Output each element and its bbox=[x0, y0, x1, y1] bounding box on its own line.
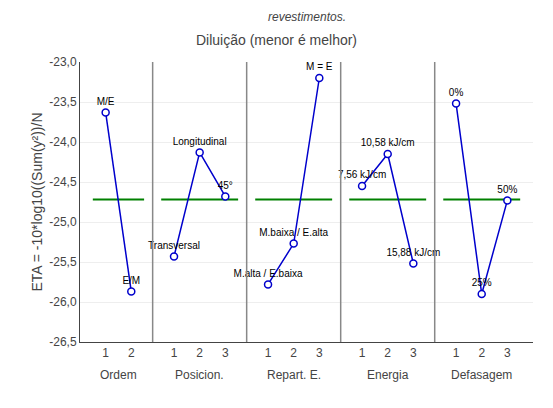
svg-text:M.alta / E.baixa: M.alta / E.baixa bbox=[234, 268, 303, 279]
svg-text:M.baixa / E.alta: M.baixa / E.alta bbox=[259, 227, 328, 238]
svg-text:-24,5: -24,5 bbox=[49, 175, 77, 189]
svg-text:2: 2 bbox=[196, 346, 203, 360]
svg-text:Posicion.: Posicion. bbox=[175, 368, 224, 382]
svg-text:1: 1 bbox=[265, 346, 272, 360]
svg-text:-26,5: -26,5 bbox=[49, 335, 77, 349]
svg-text:ETA = -10*log10((Sum(y²))/N: ETA = -10*log10((Sum(y²))/N bbox=[29, 112, 45, 291]
svg-text:M/E: M/E bbox=[97, 96, 115, 107]
svg-text:Ordem: Ordem bbox=[100, 368, 137, 382]
svg-text:2: 2 bbox=[128, 346, 135, 360]
svg-text:3: 3 bbox=[222, 346, 229, 360]
svg-text:45°: 45° bbox=[218, 180, 233, 191]
svg-text:Transversal: Transversal bbox=[148, 240, 200, 251]
svg-text:1: 1 bbox=[102, 346, 109, 360]
svg-text:0%: 0% bbox=[449, 87, 464, 98]
svg-text:Diluição (menor é melhor): Diluição (menor é melhor) bbox=[196, 32, 357, 48]
svg-text:1: 1 bbox=[359, 346, 366, 360]
svg-text:15,88 kJ/cm: 15,88 kJ/cm bbox=[386, 247, 440, 258]
svg-text:-25,5: -25,5 bbox=[49, 255, 77, 269]
svg-text:3: 3 bbox=[410, 346, 417, 360]
svg-text:1: 1 bbox=[171, 346, 178, 360]
svg-text:-26,0: -26,0 bbox=[49, 295, 77, 309]
svg-text:2: 2 bbox=[478, 346, 485, 360]
svg-text:-23,0: -23,0 bbox=[49, 55, 77, 69]
svg-text:3: 3 bbox=[316, 346, 323, 360]
svg-text:10,58 kJ/cm: 10,58 kJ/cm bbox=[361, 137, 415, 148]
svg-text:-25,0: -25,0 bbox=[49, 215, 77, 229]
svg-text:M = E: M = E bbox=[306, 61, 333, 72]
svg-text:-23,5: -23,5 bbox=[49, 95, 77, 109]
svg-text:1: 1 bbox=[453, 346, 460, 360]
svg-text:2: 2 bbox=[290, 346, 297, 360]
svg-text:Defasagem: Defasagem bbox=[451, 368, 512, 382]
svg-text:Energia: Energia bbox=[367, 368, 409, 382]
svg-text:revestimentos.: revestimentos. bbox=[268, 10, 346, 24]
svg-text:25%: 25% bbox=[472, 277, 492, 288]
svg-text:50%: 50% bbox=[497, 184, 517, 195]
svg-text:Longitudinal: Longitudinal bbox=[173, 136, 227, 147]
svg-text:Repart. E.: Repart. E. bbox=[267, 368, 321, 382]
svg-text:2: 2 bbox=[384, 346, 391, 360]
svg-text:7,56 kJ/cm: 7,56 kJ/cm bbox=[338, 169, 386, 180]
svg-text:-24,0: -24,0 bbox=[49, 135, 77, 149]
svg-text:3: 3 bbox=[504, 346, 511, 360]
svg-text:E/M: E/M bbox=[122, 275, 140, 286]
